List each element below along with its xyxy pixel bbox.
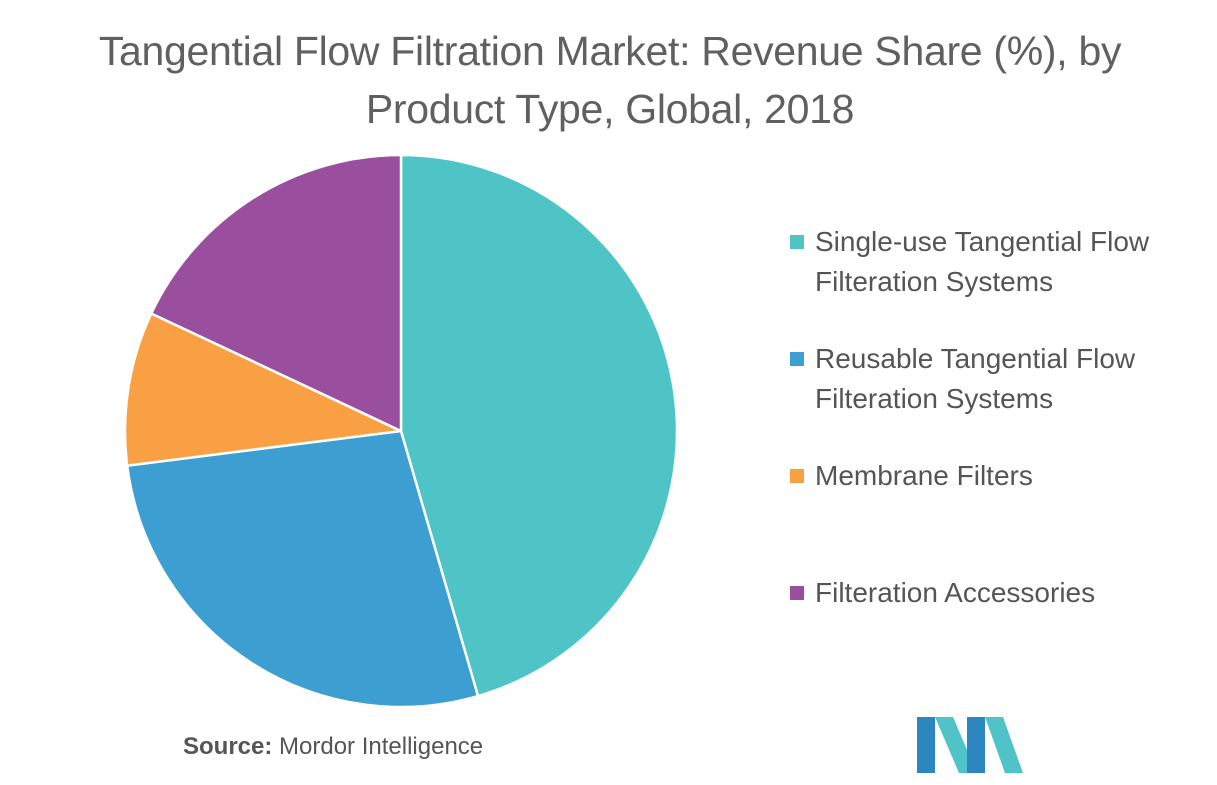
source-text: Mordor Intelligence: [279, 733, 484, 760]
legend-label-reusable: Reusable Tangential Flow Filteration Sys…: [815, 343, 1136, 414]
pie-slice-single-use: [399, 153, 679, 698]
legend-item-membrane-filters: Membrane Filters: [790, 456, 1185, 496]
legend-label-membrane-filters: Membrane Filters: [815, 460, 1033, 491]
logo-shape-middle: [967, 717, 985, 773]
legend-swatch-reusable: [790, 352, 804, 366]
legend-label-accessories: Filteration Accessories: [815, 577, 1096, 608]
legend-item-reusable: Reusable Tangential Flow Filteration Sys…: [790, 339, 1185, 419]
chart-title: Tangential Flow Filtration Market: Reven…: [98, 28, 1122, 132]
pie-slice-reusable: [125, 429, 480, 709]
pie-slice-accessories: [150, 153, 403, 433]
logo-shape-diagonal: [935, 717, 977, 773]
legend-item-accessories: Filteration Accessories: [790, 573, 1185, 613]
legend-item-single-use: Single-use Tangential Flow Filteration S…: [790, 222, 1185, 302]
pie-slice-membrane-filters: [123, 312, 403, 467]
logo-shape-left: [917, 717, 935, 773]
legend-swatch-single-use: [790, 235, 804, 249]
legend-label-single-use: Single-use Tangential Flow Filteration S…: [815, 226, 1150, 297]
source-note: Source: Mordor Intelligence: [183, 733, 483, 761]
logo-shape-right: [985, 717, 1023, 773]
mordor-intelligence-logo: [917, 717, 1023, 773]
source-label: Source:: [183, 733, 273, 760]
legend-swatch-accessories: [790, 586, 804, 600]
legend-swatch-membrane-filters: [790, 469, 804, 483]
